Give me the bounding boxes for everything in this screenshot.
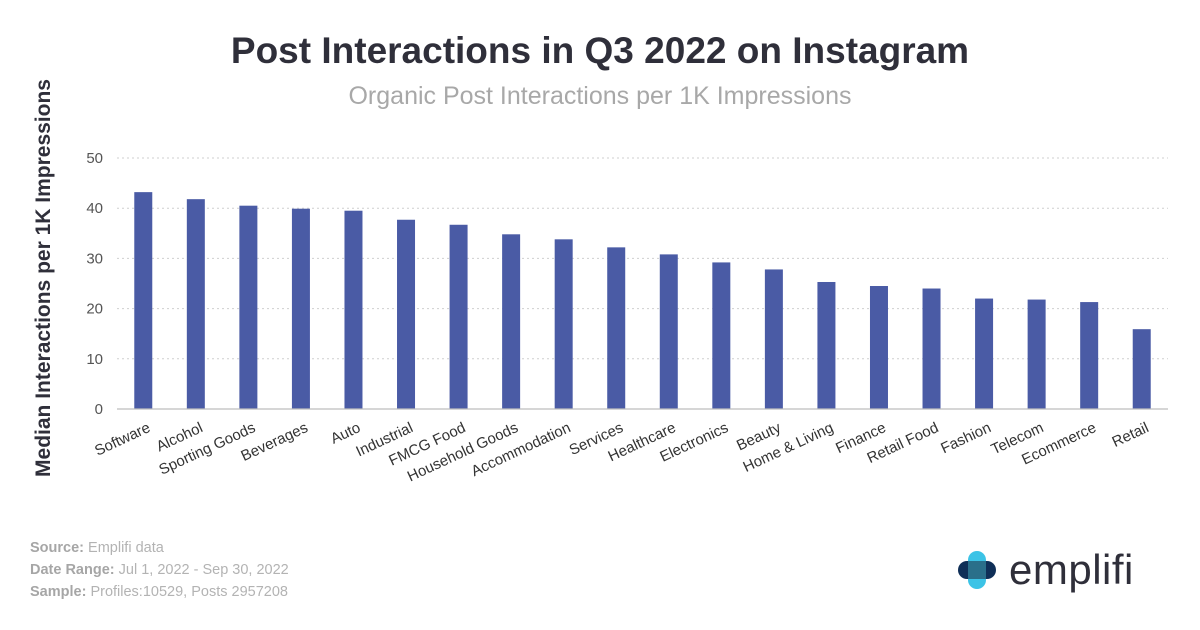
bar-ecommerce [1080,302,1099,409]
footer-sample: Sample: Profiles:10529, Posts 2957208 [30,584,288,600]
bar-accommodation [554,239,573,409]
bar-household-goods [502,234,521,409]
bar-fmcg-food [449,224,468,409]
bar-fashion [975,298,994,409]
sample-label: Sample: [30,584,87,600]
y-tick-label: 10 [86,351,103,368]
y-axis-title: Median Interactions per 1K Impressions [32,79,55,477]
chart-subtitle: Organic Post Interactions per 1K Impress… [348,82,852,110]
y-tick-label: 0 [95,401,103,418]
source-value: Emplifi data [88,540,164,556]
y-tick-label: 50 [86,150,103,167]
bar-sporting-goods [239,205,258,409]
logo-wordmark: emplifi [1009,546,1134,593]
date-range-label: Date Range: [30,562,115,578]
sample-value: Profiles:10529, Posts 2957208 [90,584,288,600]
y-tick-label: 30 [86,250,103,267]
bar-industrial [397,219,416,409]
bar-home-living [817,281,836,409]
x-tick-label: Fashion [938,419,994,457]
bar-telecom [1027,299,1046,409]
bar-beauty [764,269,783,409]
emplifi-logo-icon [958,551,996,589]
bar-healthcare [659,254,678,409]
y-tick-label: 20 [86,301,103,318]
y-axis-ticks: 0 10 20 30 40 50 [86,150,103,418]
bar-electronics [712,262,731,409]
footer-date-range: Date Range: Jul 1, 2022 - Sep 30, 2022 [30,562,289,578]
bar-services [607,247,626,409]
bar-finance [869,286,888,409]
bar-software [134,192,153,409]
bar-alcohol [186,199,205,409]
y-tick-label: 40 [86,200,103,217]
bar-retail [1132,329,1151,409]
footer-source: Source: Emplifi data [30,540,164,556]
chart-title: Post Interactions in Q3 2022 on Instagra… [230,30,970,71]
bar-beverages [291,208,310,409]
emplifi-logo: emplifi [955,548,1134,592]
bar-retail-food [922,288,941,409]
gridlines [117,157,1168,360]
source-label: Source: [30,540,84,556]
x-tick-label: Software [92,419,153,459]
x-tick-label: Retail [1109,419,1151,451]
date-range-value: Jul 1, 2022 - Sep 30, 2022 [118,562,289,578]
bar-auto [344,210,363,409]
bars [134,192,1151,409]
